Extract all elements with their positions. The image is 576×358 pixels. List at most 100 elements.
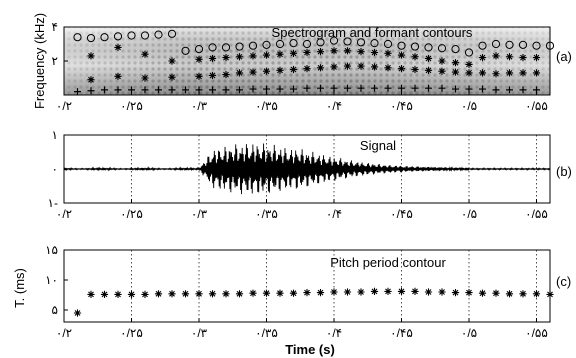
marker-star-2-9 — [262, 67, 271, 75]
marker-star-1-16 — [357, 48, 365, 56]
panel-c-markers — [73, 287, 554, 317]
marker-star-0-6 — [154, 290, 163, 298]
marker-star-2-26 — [492, 70, 500, 78]
marker-star-1-12 — [303, 48, 311, 57]
marker-star-1-3 — [168, 57, 176, 65]
panel-b-ytick-label-2: ۱ — [52, 128, 58, 142]
marker-plus-3-17 — [303, 84, 311, 92]
marker-star-1-1 — [114, 43, 122, 51]
marker-circle-0-22 — [370, 39, 379, 48]
marker-plus-3-25 — [411, 84, 419, 92]
panel-c-xtick-label-7: ۰/۵۵ — [525, 326, 548, 340]
marker-star-0-3 — [114, 290, 122, 298]
marker-star-0-21 — [357, 288, 365, 296]
marker-star-2-25 — [478, 69, 487, 77]
marker-star-2-3 — [168, 73, 176, 81]
marker-circle-0-26 — [424, 43, 433, 52]
panel-a-y-ticks: ۲۴ — [52, 20, 68, 68]
marker-circle-0-16 — [289, 39, 298, 48]
marker-star-2-20 — [411, 65, 419, 74]
panel-c-grid — [131, 250, 537, 322]
marker-star-0-19 — [330, 288, 338, 296]
marker-star-0-2 — [100, 290, 109, 298]
marker-star-0-0 — [73, 309, 82, 317]
marker-plus-3-5 — [141, 86, 149, 94]
panel-c-ytick-label-1: ۱۰ — [45, 273, 58, 287]
marker-star-2-11 — [289, 65, 298, 74]
marker-circle-0-24 — [397, 41, 406, 50]
marker-circle-0-10 — [208, 43, 217, 52]
marker-star-2-27 — [505, 69, 514, 77]
marker-circle-0-6 — [154, 30, 163, 39]
panel-c-y-ticks: ۵ ۱۰ ۱۵ — [45, 243, 68, 317]
panel-c-xtick-label-3: ۰/۳۵ — [255, 326, 278, 340]
panel-a-ytick-label-1: ۴ — [52, 20, 58, 34]
panel-b-xtick-label-7: ۰/۵۵ — [525, 207, 548, 221]
marker-circle-0-9 — [194, 45, 204, 54]
panel-c-xtick-label-0: ۰/۲ — [56, 326, 72, 340]
marker-plus-3-0 — [74, 88, 81, 96]
panel-c-ytick-label-2: ۱۵ — [45, 243, 58, 257]
marker-star-1-15 — [343, 47, 352, 55]
marker-plus-3-31 — [492, 86, 500, 94]
marker-circle-0-30 — [478, 41, 487, 50]
marker-star-0-30 — [478, 289, 487, 297]
marker-plus-3-18 — [317, 84, 324, 92]
panel-c-xlabel: Time (s) — [285, 342, 335, 357]
panel-b-waveform — [63, 143, 551, 195]
marker-star-1-18 — [384, 49, 392, 57]
marker-star-2-8 — [249, 68, 257, 76]
marker-plus-3-6 — [155, 86, 162, 94]
marker-star-1-17 — [370, 48, 379, 57]
marker-plus-3-2 — [101, 86, 108, 94]
marker-star-1-27 — [505, 53, 514, 61]
marker-star-1-22 — [438, 57, 446, 65]
marker-star-1-23 — [451, 59, 460, 67]
marker-circle-0-15 — [275, 39, 285, 49]
marker-star-1-5 — [208, 54, 217, 63]
panel-b-ytick-label-1: ۰ — [52, 162, 58, 176]
panel-b-xtick-label-0: ۰/۲ — [56, 207, 72, 221]
marker-star-0-34 — [532, 290, 541, 298]
marker-star-2-21 — [424, 66, 433, 74]
panel-c-frame-bg — [64, 250, 550, 322]
panel-a-title: Spectrogram and formant contours — [272, 25, 473, 40]
marker-star-2-5 — [208, 71, 217, 80]
panel-c-xtick-label-1: ۰/۲۵ — [120, 326, 143, 340]
marker-circle-0-2 — [100, 33, 109, 42]
marker-plus-3-10 — [209, 86, 216, 94]
panel-a-xtick-label-0: ۰/۲ — [56, 99, 72, 113]
marker-plus-3-21 — [357, 84, 365, 92]
marker-star-2-18 — [384, 64, 392, 72]
marker-circle-0-19 — [329, 36, 339, 45]
marker-star-2-28 — [519, 69, 527, 77]
panel-a-xtick-label-5: ۰/۴۵ — [390, 99, 413, 113]
marker-circle-0-23 — [383, 39, 393, 49]
marker-star-0-4 — [127, 290, 136, 298]
marker-circle-0-25 — [410, 42, 420, 51]
marker-star-0-12 — [235, 290, 244, 298]
marker-star-1-2 — [141, 50, 149, 58]
marker-plus-3-15 — [276, 85, 284, 93]
panel-a-xtick-label-4: ۰/۴ — [326, 99, 342, 113]
marker-star-2-4 — [195, 72, 203, 80]
marker-plus-3-20 — [344, 84, 351, 92]
marker-star-2-24 — [465, 69, 473, 77]
marker-star-2-13 — [316, 64, 325, 72]
marker-circle-0-31 — [491, 39, 501, 49]
panel-b-xtick-label-4: ۰/۴ — [326, 207, 342, 221]
marker-star-0-7 — [168, 290, 176, 298]
panel-a-xtick-label-6: ۰/۵ — [461, 99, 477, 113]
marker-star-1-29 — [532, 54, 541, 62]
panel-c-xtick-label-6: ۰/۵ — [461, 326, 477, 340]
marker-star-2-22 — [438, 67, 446, 75]
marker-star-1-4 — [195, 55, 203, 63]
marker-star-1-14 — [330, 47, 338, 55]
marker-plus-3-7 — [168, 86, 176, 94]
marker-star-0-11 — [222, 290, 230, 298]
marker-star-1-0 — [87, 52, 95, 60]
marker-star-0-22 — [370, 287, 379, 295]
panel-c-x-ticks: ۰/۲ ۰/۲۵ ۰/۳ ۰/۳۵ ۰/۴ ۰/۴۵ ۰/۵ ۰/۵۵ — [56, 318, 548, 340]
marker-star-0-8 — [181, 290, 190, 298]
marker-star-0-13 — [249, 289, 257, 297]
